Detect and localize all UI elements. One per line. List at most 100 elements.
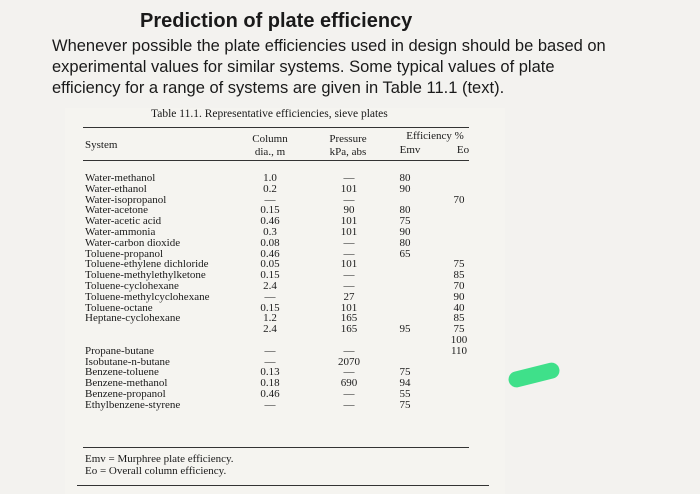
- table-cell-system: Water-ethanol: [85, 182, 147, 195]
- table-cell-pressure: —: [343, 247, 355, 260]
- footnote-emv: Emv = Murphree plate efficiency.: [85, 453, 234, 465]
- table-cell-system: Water-isopropanol: [85, 193, 167, 206]
- table-caption: Table 11.1. Representative efficiencies,…: [151, 108, 388, 120]
- table-bottom-rule: [83, 447, 469, 448]
- table-cell-emv: [385, 281, 425, 292]
- header-pressure-line2: kPa, abs: [329, 146, 367, 158]
- header-column-dia: Column dia., m: [235, 133, 305, 159]
- table-cell-system: Toluene-methylethylketone: [85, 269, 206, 282]
- table-cell-system: Toluene-propanol: [85, 247, 164, 260]
- table-cell-eo: 90: [453, 290, 465, 303]
- table-cell-pressure: 101: [340, 258, 358, 271]
- table-cell-diameter: —: [264, 344, 276, 357]
- header-eo: Eo: [456, 144, 470, 156]
- table-cell-emv: [385, 292, 425, 303]
- table-cell-diameter: 1.0: [263, 172, 277, 184]
- table-cell-diameter: 0.08: [260, 236, 280, 249]
- table-cell-system: Heptane-cyclohexane: [85, 312, 181, 325]
- table-top-rule: [83, 127, 469, 128]
- pressure-column: —101—90 101 101— —101— —27 101 165 165—2070—690…: [320, 173, 378, 411]
- table-cell-eo: [435, 389, 483, 400]
- table-cell-emv: 65: [399, 247, 411, 260]
- table-cell-system: Toluene-cyclohexane: [85, 279, 179, 292]
- table-cell-eo: 85: [453, 312, 465, 325]
- table-cell-emv: 75: [399, 398, 411, 411]
- table-cell-diameter: —: [264, 355, 276, 368]
- table-cell-pressure: 2070: [338, 355, 360, 368]
- table-cell-pressure: —: [343, 172, 355, 184]
- table-cell-system: Toluene-ethylene dichloride: [85, 258, 209, 271]
- table-cell-system: Water-methanol: [85, 172, 156, 184]
- table-cell-emv: 75: [399, 366, 411, 379]
- table-cell-system: Ethylbenzene-styrene: [85, 398, 181, 411]
- table-cell-pressure: 101: [340, 225, 358, 238]
- emv-column: 80 90 80 75 90 80 65 95 75 94 55 75: [385, 173, 425, 411]
- table-cell-eo: [435, 400, 483, 411]
- table-cell-eo: 110: [450, 344, 468, 357]
- table-cell-diameter: 0.46: [260, 215, 280, 228]
- table-sheet: Table 11.1. Representative efficiencies,…: [65, 108, 505, 494]
- table-cell-diameter: —: [264, 290, 276, 303]
- table-cell-system: Water-acetic acid: [85, 215, 162, 228]
- table-cell-diameter: 0.13: [260, 366, 280, 379]
- table-cell-diameter: 0.46: [260, 387, 280, 400]
- table-cell-diameter: 1.2: [263, 312, 277, 325]
- table-cell-emv: 80: [399, 204, 411, 217]
- page-heading: Prediction of plate efficiency: [140, 10, 413, 32]
- page-bottom-rule: [77, 485, 489, 486]
- table-cell-emv: [385, 346, 425, 357]
- table-cell-pressure: —: [343, 279, 355, 292]
- table-cell-emv: [385, 303, 425, 314]
- header-column-line2: dia., m: [254, 146, 286, 158]
- table-cell-eo: [435, 205, 483, 216]
- table-cell-eo: 85: [453, 269, 465, 282]
- table-cell-eo: 100: [450, 333, 468, 346]
- table-cell-pressure: 165: [340, 312, 358, 325]
- table-cell-emv: [385, 335, 425, 346]
- table-cell-diameter: 0.15: [260, 301, 280, 314]
- table-cell-diameter: 0.18: [260, 377, 280, 390]
- table-cell-diameter: 2.4: [263, 279, 277, 292]
- header-pressure: Pressure kPa, abs: [310, 133, 386, 159]
- table-cell-pressure: —: [343, 236, 355, 249]
- table-cell-pressure: —: [343, 269, 355, 282]
- table-cell-eo: [435, 238, 483, 249]
- header-column-line1: Column: [252, 133, 288, 145]
- table-cell-diameter: 0.3: [263, 225, 277, 238]
- table-cell-pressure: 165: [340, 323, 358, 336]
- green-highlighter-mark: [506, 360, 562, 390]
- header-efficiency: Efficiency %: [406, 130, 464, 142]
- intro-line: Whenever possible the plate efficiencies…: [52, 37, 606, 55]
- table-cell-pressure: —: [343, 398, 355, 411]
- table-footnotes: Emv = Murphree plate efficiency. Eo = Ov…: [85, 453, 234, 477]
- table-cell-eo: [435, 367, 483, 378]
- table-cell-eo: 70: [453, 279, 465, 292]
- table-cell-pressure: —: [343, 344, 355, 357]
- intro-line: experimental values for similar systems.…: [52, 58, 555, 76]
- table-cell-system: [85, 324, 209, 335]
- table-cell-emv: 90: [399, 225, 411, 238]
- table-cell-diameter: 2.4: [263, 323, 277, 336]
- table-cell-eo: [435, 357, 483, 368]
- table-cell-emv: 94: [399, 377, 411, 390]
- table-cell-eo: 75: [453, 258, 465, 271]
- table-cell-emv: 90: [399, 182, 411, 195]
- table-cell-diameter: 0.05: [260, 258, 280, 271]
- table-cell-system: Water-ammonia: [85, 225, 156, 238]
- table-cell-emv: [385, 259, 425, 270]
- header-pressure-line1: Pressure: [329, 133, 367, 145]
- table-cell-pressure: 690: [340, 377, 358, 390]
- eo-column: 70 75 85 70 90 40 85 75 100 110: [435, 173, 483, 411]
- table-cell-system: Water-acetone: [85, 204, 149, 217]
- table-cell-diameter: 0.15: [260, 204, 280, 217]
- table-cell-eo: [435, 227, 483, 238]
- table-cell-emv: 80: [399, 172, 411, 184]
- table-cell-system: Propane-butane: [85, 344, 155, 357]
- intro-line: efficiency for a range of systems are gi…: [52, 79, 505, 97]
- table-cell-diameter: 0.46: [260, 247, 280, 260]
- table-cell-eo: [435, 184, 483, 195]
- table-cell-diameter: 0.15: [260, 269, 280, 282]
- header-system: System: [85, 139, 118, 151]
- table-cell-eo: [435, 216, 483, 227]
- table-cell-system: Toluene-methylcyclohexane: [85, 290, 210, 303]
